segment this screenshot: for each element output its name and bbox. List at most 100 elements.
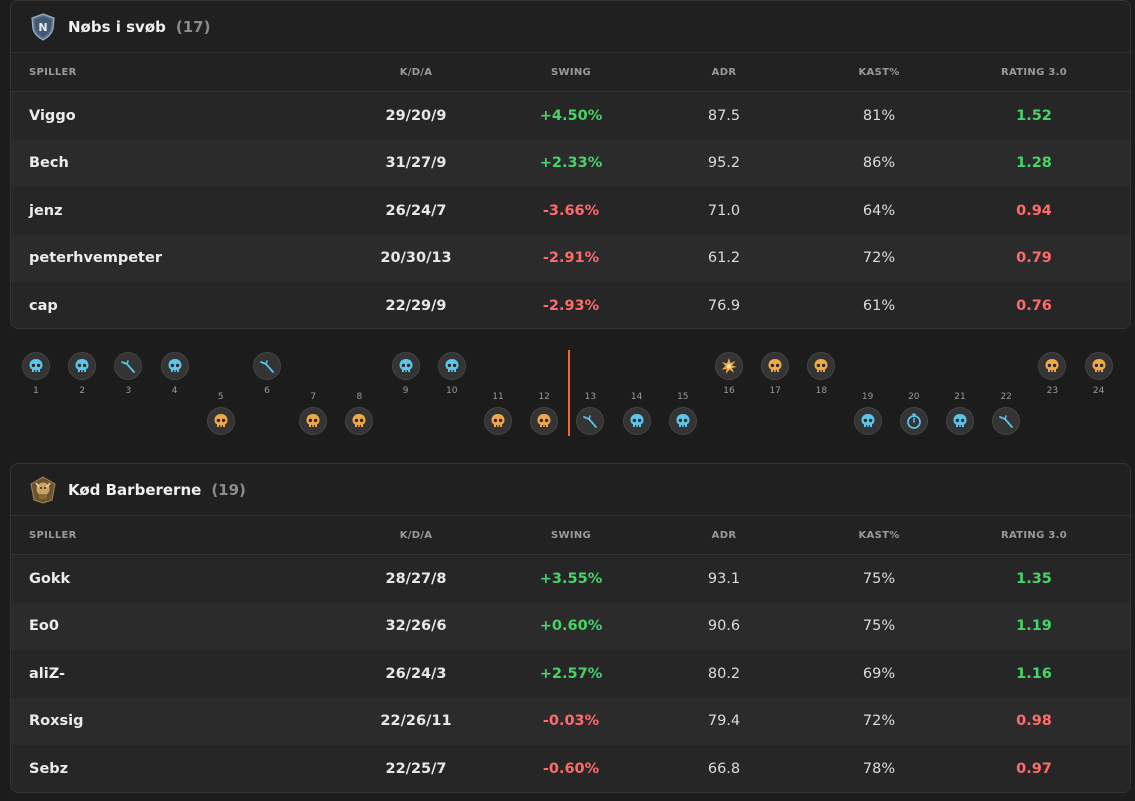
player-kda: 22/26/11 [380,713,452,730]
player-rows: Gokk 28/27/8 +3.55% 93.1 75% 1.35 Eo0 32… [11,555,1130,792]
player-swing: +0.60% [539,618,603,635]
round-number: 23 [1046,386,1059,396]
round-8[interactable]: 8 [344,391,374,435]
player-kda: 20/30/13 [380,250,452,267]
player-adr: 90.6 [707,618,741,635]
col-header-kda[interactable]: K/D/A [399,66,433,78]
round-timeline: 1 2 3 4 5 6 7 8 9 10 11 12 13 14 15 16 17 18 19 20 21 22 23 24 [0,340,1135,455]
col-header-kast[interactable]: KAST% [858,529,900,541]
player-name[interactable]: Gokk [29,570,71,587]
player-kast: 72% [862,713,896,730]
player-name[interactable]: Sebz [29,760,69,777]
round-21[interactable]: 21 [945,391,975,435]
round-4[interactable]: 4 [160,352,190,397]
player-rating: 0.79 [1016,250,1052,267]
team-name[interactable]: Nøbs i svøb [68,17,166,36]
player-adr: 95.2 [707,155,741,172]
col-header-rating[interactable]: RATING 3.0 [1001,529,1067,541]
round-22[interactable]: 22 [991,391,1021,435]
round-15[interactable]: 15 [668,391,698,435]
col-header-kast[interactable]: KAST% [858,66,900,78]
team-name[interactable]: Kød Barbererne [68,480,202,499]
column-header-row: SPILLER K/D/A SWING ADR KAST% RATING 3.0 [11,53,1130,92]
player-row: Sebz 22/25/7 -0.60% 66.8 78% 0.97 [11,745,1130,792]
skull-icon [345,407,374,435]
player-adr: 79.4 [707,713,741,730]
player-adr: 93.1 [707,570,741,587]
player-row: jenz 26/24/7 -3.66% 71.0 64% 0.94 [11,187,1130,235]
player-name[interactable]: Eo0 [29,618,59,635]
round-18[interactable]: 18 [806,352,836,397]
player-name[interactable]: aliZ- [29,665,66,682]
round-number: 11 [492,392,504,402]
round-2[interactable]: 2 [67,352,97,397]
round-6[interactable]: 6 [252,352,282,397]
skull-icon [391,352,420,380]
round-23[interactable]: 23 [1037,352,1067,397]
skull-icon [530,407,559,435]
round-24[interactable]: 24 [1084,352,1114,397]
col-header-adr[interactable]: ADR [711,66,737,78]
col-header-swing[interactable]: SWING [550,529,592,541]
skull-icon [946,407,974,435]
player-name[interactable]: peterhvempeter [29,250,162,267]
player-kast: 78% [862,760,896,777]
halftime-marker [568,350,570,436]
round-19[interactable]: 19 [853,391,883,435]
col-header-swing[interactable]: SWING [550,66,592,78]
player-kda: 22/25/7 [385,760,447,777]
round-3[interactable]: 3 [113,352,143,397]
player-name[interactable]: jenz [29,202,63,219]
player-name[interactable]: Viggo [29,107,76,124]
round-number: 3 [125,386,132,396]
round-10[interactable]: 10 [437,352,467,397]
round-12[interactable]: 12 [529,391,559,435]
player-rating: 0.94 [1016,202,1052,219]
player-swing: -2.91% [542,250,600,267]
round-1[interactable]: 1 [21,352,51,397]
col-header-rating[interactable]: RATING 3.0 [1001,66,1067,78]
round-number: 17 [769,386,781,396]
round-13[interactable]: 13 [575,391,605,435]
round-16[interactable]: 16 [714,352,744,397]
player-kda: 32/26/6 [385,618,447,635]
round-number: 6 [264,386,270,396]
player-kda: 29/20/9 [385,107,447,124]
player-kast: 81% [862,107,896,124]
round-number: 18 [815,386,828,396]
round-17[interactable]: 17 [760,352,790,397]
player-adr: 61.2 [707,250,741,267]
round-9[interactable]: 9 [391,352,421,397]
round-number: 22 [1000,392,1012,402]
col-header-adr[interactable]: ADR [711,529,737,541]
round-7[interactable]: 7 [298,391,328,435]
player-kda: 31/27/9 [385,155,447,172]
timer-icon [899,407,928,435]
col-header-player[interactable]: SPILLER [29,66,77,78]
round-number: 12 [538,392,550,402]
player-kast: 61% [862,297,896,314]
skull-icon [160,352,189,380]
player-adr: 71.0 [707,202,741,219]
player-rows: Viggo 29/20/9 +4.50% 87.5 81% 1.52 Bech … [11,92,1130,328]
round-5[interactable]: 5 [206,391,236,435]
player-name[interactable]: Bech [29,155,69,172]
defuse-icon [114,352,143,380]
player-kda: 26/24/3 [385,665,447,682]
player-row: Roxsig 22/26/11 -0.03% 79.4 72% 0.98 [11,697,1130,745]
player-name[interactable]: cap [29,297,58,314]
skull-icon [668,407,697,435]
round-14[interactable]: 14 [622,391,652,435]
player-swing: +2.57% [539,665,603,682]
round-11[interactable]: 11 [483,391,513,435]
col-header-kda[interactable]: K/D/A [399,529,433,541]
player-name[interactable]: Roxsig [29,713,84,730]
round-number: 2 [79,386,86,396]
col-header-player[interactable]: SPILLER [29,529,77,541]
player-adr: 87.5 [707,107,741,124]
skull-icon [853,407,882,435]
skull-icon [437,352,466,380]
round-20[interactable]: 20 [899,391,929,435]
skull-icon [1084,352,1113,380]
player-rating: 1.28 [1016,155,1052,172]
